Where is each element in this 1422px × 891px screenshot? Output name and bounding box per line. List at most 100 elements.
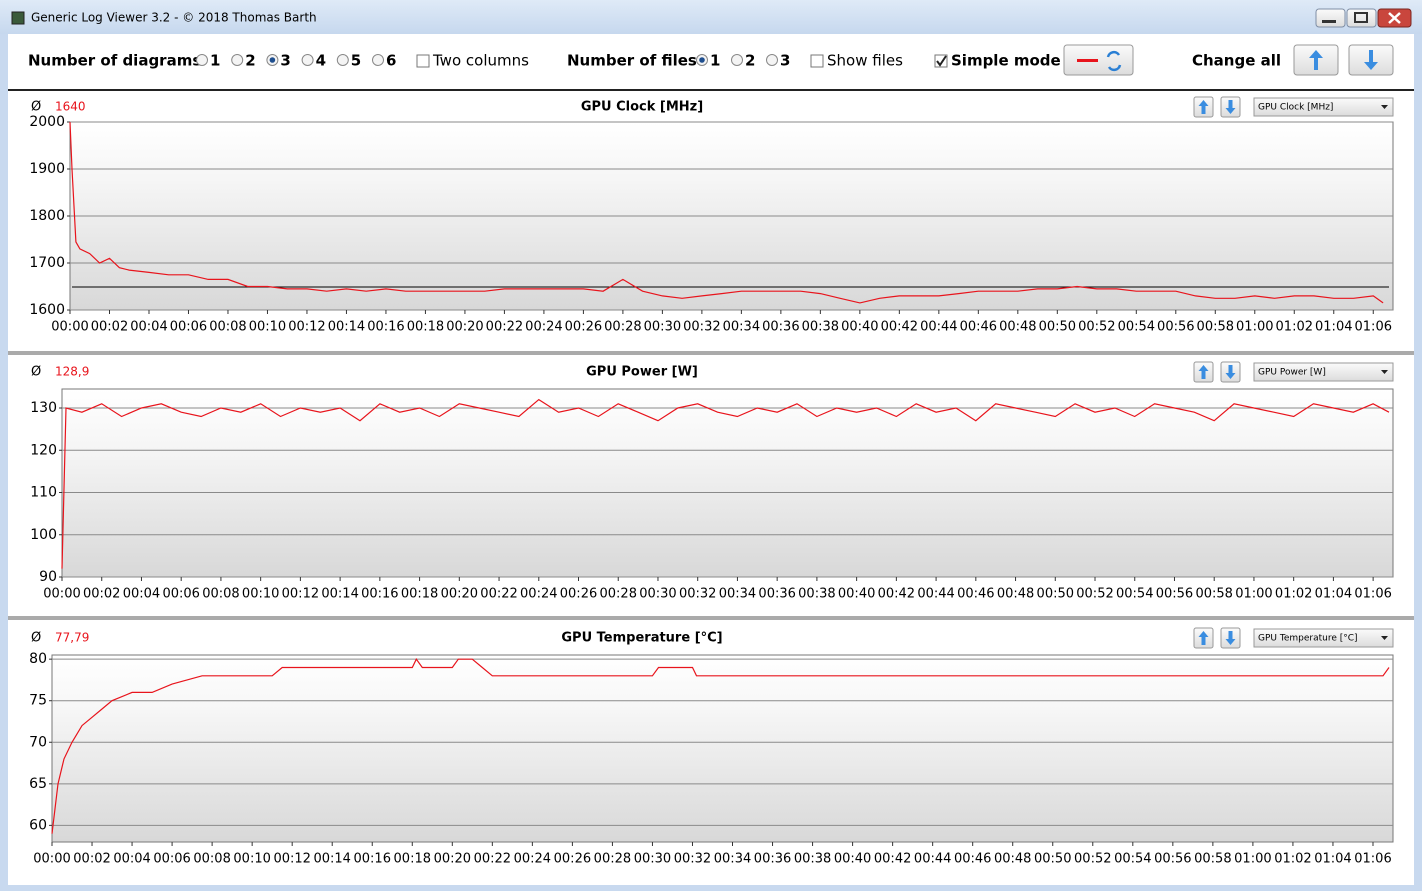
x-tick-label: 01:06 bbox=[1354, 852, 1391, 867]
radio-label: 2 bbox=[745, 52, 755, 70]
files-label: Number of files bbox=[567, 52, 697, 70]
x-tick-label: 00:14 bbox=[328, 320, 365, 335]
x-tick-label: 00:24 bbox=[514, 852, 551, 867]
x-tick-label: 00:54 bbox=[1118, 320, 1155, 335]
x-tick-label: 00:52 bbox=[1074, 852, 1111, 867]
refresh-icon bbox=[1106, 50, 1122, 72]
dropdown-arrow bbox=[1381, 105, 1388, 109]
x-tick-label: 00:12 bbox=[282, 587, 319, 602]
plot-area bbox=[51, 654, 1394, 843]
x-tick-label: 00:32 bbox=[674, 852, 711, 867]
data-line bbox=[51, 658, 1390, 834]
average-symbol: Ø bbox=[31, 365, 41, 380]
channel-dropdown[interactable] bbox=[1253, 628, 1394, 648]
radio-button[interactable] bbox=[731, 54, 743, 66]
maximize-button[interactable] bbox=[1346, 8, 1377, 28]
y-tick-label: 1900 bbox=[29, 161, 65, 177]
y-tick-label: 80 bbox=[29, 651, 47, 667]
x-tick-label: 00:12 bbox=[288, 320, 325, 335]
x-tick-label: 00:50 bbox=[1034, 852, 1071, 867]
y-tick-label: 1600 bbox=[29, 302, 65, 318]
radio-button[interactable] bbox=[301, 54, 314, 66]
dropdown-label: GPU Power [W] bbox=[1258, 368, 1326, 378]
radio-label: 6 bbox=[386, 52, 396, 70]
x-tick-label: 00:16 bbox=[367, 320, 404, 335]
x-tick-label: 00:32 bbox=[679, 587, 716, 602]
x-tick-label: 00:02 bbox=[83, 587, 120, 602]
radio-label: 3 bbox=[780, 52, 790, 70]
channel-dropdown[interactable] bbox=[1253, 362, 1394, 382]
x-tick-label: 01:02 bbox=[1276, 320, 1313, 335]
x-tick-label: 00:00 bbox=[43, 587, 80, 602]
two-columns-label: Two columns bbox=[432, 52, 529, 70]
x-tick-label: 01:04 bbox=[1315, 587, 1352, 602]
dropdown-label: GPU Temperature [°C] bbox=[1258, 634, 1358, 644]
average-value: 128,9 bbox=[55, 365, 89, 379]
x-tick-label: 00:40 bbox=[834, 852, 871, 867]
x-tick-label: 01:02 bbox=[1275, 587, 1312, 602]
radio-label: 3 bbox=[280, 52, 290, 70]
checkbox[interactable] bbox=[810, 54, 824, 68]
x-tick-label: 00:32 bbox=[683, 320, 720, 335]
x-tick-label: 01:00 bbox=[1235, 587, 1272, 602]
x-tick-label: 00:36 bbox=[758, 587, 795, 602]
arrow-icon bbox=[1225, 365, 1236, 379]
x-tick-label: 00:26 bbox=[560, 587, 597, 602]
app-icon bbox=[11, 11, 25, 25]
radio-button[interactable] bbox=[336, 54, 349, 66]
x-tick-label: 00:22 bbox=[486, 320, 523, 335]
x-tick-label: 00:44 bbox=[920, 320, 957, 335]
x-tick-label: 00:38 bbox=[798, 587, 835, 602]
y-tick-label: 90 bbox=[39, 569, 57, 585]
channel-dropdown[interactable] bbox=[1253, 97, 1394, 117]
x-tick-label: 00:04 bbox=[113, 852, 150, 867]
x-tick-label: 00:14 bbox=[321, 587, 358, 602]
x-tick-label: 00:26 bbox=[565, 320, 602, 335]
x-tick-label: 00:56 bbox=[1154, 852, 1191, 867]
arrow-icon bbox=[1198, 631, 1209, 645]
panel-separator bbox=[8, 351, 1414, 355]
x-tick-label: 00:34 bbox=[723, 320, 760, 335]
y-tick-label: 2000 bbox=[29, 114, 65, 130]
x-tick-label: 00:22 bbox=[474, 852, 511, 867]
x-tick-label: 00:38 bbox=[802, 320, 839, 335]
check-mark bbox=[936, 55, 947, 67]
x-tick-label: 00:34 bbox=[719, 587, 756, 602]
x-tick-label: 00:28 bbox=[600, 587, 637, 602]
x-tick-label: 00:14 bbox=[313, 852, 350, 867]
average-symbol: Ø bbox=[31, 631, 41, 646]
minimize-button[interactable] bbox=[1315, 8, 1346, 28]
x-tick-label: 00:54 bbox=[1114, 852, 1151, 867]
radio-button[interactable] bbox=[196, 54, 208, 66]
dropdown-label: GPU Clock [MHz] bbox=[1258, 103, 1333, 113]
x-tick-label: 01:02 bbox=[1274, 852, 1311, 867]
x-tick-label: 00:02 bbox=[91, 320, 128, 335]
down-arrow-icon bbox=[1364, 50, 1378, 70]
panel-separator bbox=[8, 616, 1414, 620]
x-tick-label: 00:24 bbox=[525, 320, 562, 335]
x-tick-label: 01:04 bbox=[1314, 852, 1351, 867]
x-tick-label: 00:48 bbox=[999, 320, 1036, 335]
window-controls[interactable] bbox=[1315, 8, 1412, 28]
x-tick-label: 00:34 bbox=[714, 852, 751, 867]
y-tick-label: 70 bbox=[29, 734, 47, 750]
dropdown-arrow bbox=[1381, 370, 1388, 374]
x-tick-label: 01:04 bbox=[1315, 320, 1352, 335]
x-tick-label: 00:18 bbox=[394, 852, 431, 867]
x-tick-label: 00:16 bbox=[361, 587, 398, 602]
data-line bbox=[69, 121, 1384, 304]
radio-button[interactable] bbox=[231, 54, 244, 66]
maximize-icon bbox=[1354, 12, 1368, 23]
x-tick-label: 00:10 bbox=[233, 852, 270, 867]
y-tick-label: 65 bbox=[29, 776, 47, 792]
color-button[interactable] bbox=[1063, 44, 1134, 76]
x-tick-label: 00:28 bbox=[604, 320, 641, 335]
checkbox[interactable] bbox=[416, 54, 430, 68]
x-tick-label: 00:10 bbox=[249, 320, 286, 335]
radio-button[interactable] bbox=[372, 54, 384, 66]
arrow-icon bbox=[1198, 100, 1209, 114]
radio-button[interactable] bbox=[766, 54, 778, 66]
x-tick-label: 00:22 bbox=[480, 587, 517, 602]
